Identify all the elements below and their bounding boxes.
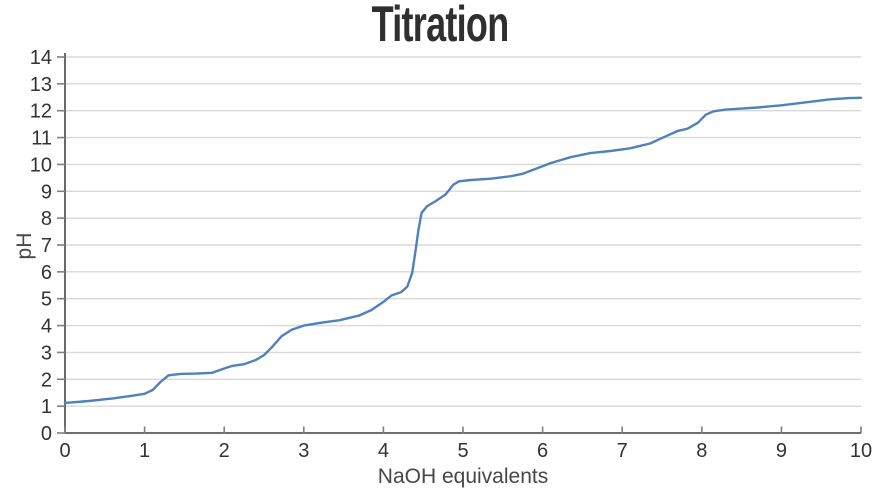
x-tick-label: 3	[298, 440, 309, 462]
titration-curve	[63, 96, 863, 405]
x-axis-title: NaOH equivalents	[377, 465, 549, 488]
x-tick-label: 2	[219, 440, 230, 462]
y-axis-title: pH	[13, 232, 36, 260]
x-tick-label: 10	[850, 440, 872, 462]
y-tick-label: 12	[30, 101, 52, 123]
y-tick-label: 8	[41, 208, 52, 230]
x-tick-label: 7	[617, 440, 628, 462]
y-tick-label: 9	[41, 181, 52, 203]
y-tick-label: 11	[31, 128, 52, 150]
y-tick-label: 4	[41, 316, 52, 338]
x-tick-label: 9	[776, 440, 787, 462]
y-tick-label: 5	[41, 289, 52, 311]
x-tick-label: 8	[696, 440, 707, 462]
y-tick-label: 2	[41, 369, 52, 391]
y-tick-label: 0	[41, 423, 52, 445]
x-tick-label: 5	[457, 440, 468, 462]
y-tick-label: 14	[30, 47, 52, 69]
y-tick-label: 6	[41, 262, 52, 284]
y-tick-label: 7	[41, 235, 52, 257]
y-tick-label: 10	[30, 154, 52, 176]
y-tick-label: 3	[41, 342, 52, 364]
y-tick-label: 13	[30, 74, 52, 96]
x-tick-label: 4	[378, 440, 389, 462]
x-tick-label: 1	[139, 440, 150, 462]
x-tick-label: 0	[59, 440, 70, 462]
y-tick-label: 1	[41, 396, 52, 418]
x-tick-label: 6	[537, 440, 548, 462]
